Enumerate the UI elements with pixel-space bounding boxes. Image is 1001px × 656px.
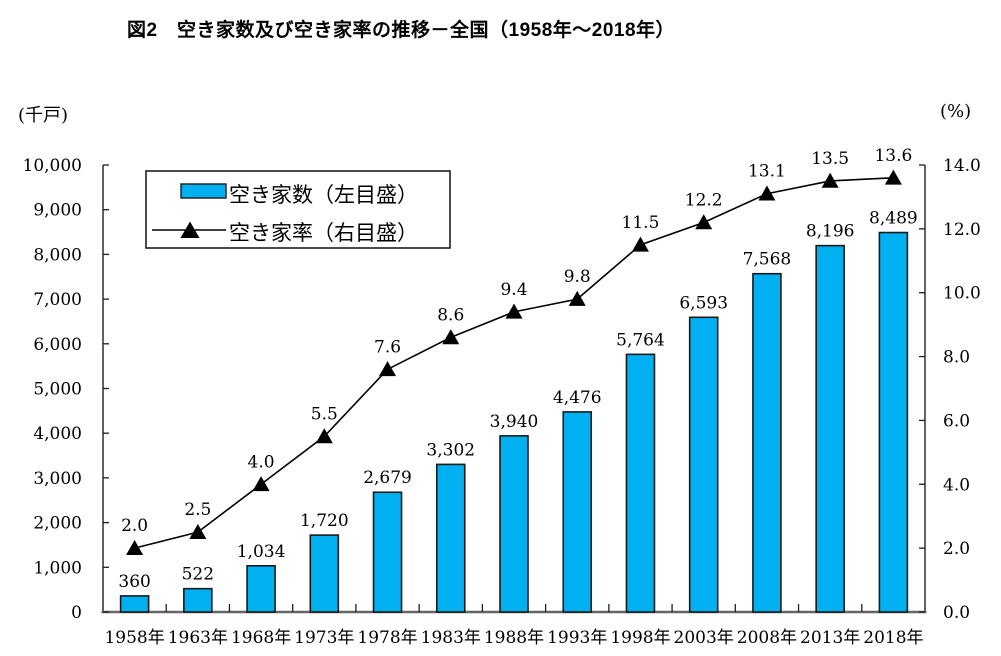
bar-value-label-2018年: 8,489: [869, 209, 918, 229]
bar-1988年: [499, 435, 529, 613]
triangle-marker-1983年: [442, 329, 460, 345]
bar-2008年: [752, 272, 782, 613]
bar-2013年: [815, 244, 845, 613]
triangle-marker-2018年: [884, 169, 902, 185]
bar-value-label-1968年: 1,034: [237, 542, 286, 562]
left-axis-tick-label: 7,000: [33, 290, 82, 310]
right-axis-tick-label: 2.0: [943, 539, 970, 559]
rate-value-label-2003年: 12.2: [685, 190, 723, 210]
right-axis-tick-label: 0.0: [943, 603, 970, 623]
bar-value-label-1978年: 2,679: [363, 468, 412, 488]
right-axis-tick-label: 12.0: [943, 220, 981, 240]
bar-1968年: [246, 564, 276, 613]
category-label-1973年: 1973年: [294, 628, 354, 648]
bar-value-label-1983年: 3,302: [426, 440, 475, 460]
triangle-marker-2013年: [821, 172, 839, 188]
bar-1983年: [435, 463, 466, 613]
rate-value-label-2013年: 13.5: [811, 149, 849, 169]
legend-bar-swatch: [180, 183, 227, 199]
left-axis-ticks: 0 1,000 2,000 3,000 4,000 5,000 6,000 7,000 8,00…: [23, 156, 109, 623]
right-axis-tick-label: 10.0: [943, 284, 981, 304]
triangle-marker-2003年: [695, 214, 713, 230]
category-label-1963年: 1963年: [168, 628, 228, 648]
category-label-2018年: 2018年: [863, 628, 923, 648]
bar-1973年: [309, 534, 340, 613]
bar-value-label-1988年: 3,940: [490, 412, 539, 432]
rate-value-label-1968年: 4.0: [248, 452, 275, 472]
legend-triangle-marker-icon: [180, 221, 200, 238]
bar-1958年: [119, 595, 150, 613]
left-axis-tick-label: 6,000: [33, 335, 82, 355]
right-axis-tick-label: 6.0: [943, 411, 970, 431]
category-label-1983年: 1983年: [421, 628, 481, 648]
triangle-marker-1963年: [189, 523, 207, 539]
bar-1978年: [372, 491, 403, 613]
right-axis-tick-label: 8.0: [943, 348, 970, 368]
left-axis-tick-label: 2,000: [33, 514, 82, 534]
category-label-1998年: 1998年: [610, 628, 670, 648]
legend: 空き家数（左目盛） 空き家率（右目盛）: [145, 170, 451, 249]
x-axis-ticks-and-categories: 1958年 1963年 1968年 1973年 1978年 1983年 1988年 1993年…: [104, 604, 924, 648]
left-axis-tick-label: 0: [71, 603, 82, 623]
triangle-marker-1973年: [315, 428, 333, 444]
vacant-count-bars: 360 522 1,034 1,720 2,679 3,302 3,940 4,476 5,76…: [118, 209, 918, 613]
left-axis-tick-label: 3,000: [33, 469, 82, 489]
bar-value-label-2008年: 7,568: [743, 250, 792, 270]
right-axis-unit-label: (%): [940, 101, 972, 122]
rate-value-label-1983年: 8.6: [437, 305, 464, 325]
rate-value-label-1963年: 2.5: [184, 500, 211, 520]
left-axis-tick-label: 1,000: [33, 558, 82, 578]
rate-value-label-1973年: 5.5: [311, 404, 338, 424]
right-axis-tick-label: 14.0: [943, 156, 981, 176]
left-axis-tick-label: 10,000: [23, 156, 82, 176]
category-label-1978年: 1978年: [357, 628, 417, 648]
bar-1998年: [625, 353, 656, 613]
right-axis-tick-label: 4.0: [943, 475, 970, 495]
left-axis-tick-label: 5,000: [33, 380, 82, 400]
bar-value-label-2013年: 8,196: [806, 222, 855, 242]
triangle-marker-2008年: [758, 185, 776, 201]
rate-value-label-2018年: 13.6: [874, 146, 912, 166]
bar-1993年: [562, 411, 593, 613]
rate-value-label-1978年: 7.6: [374, 337, 401, 357]
rate-value-label-1958年: 2.0: [121, 516, 148, 536]
rate-value-label-2008年: 13.1: [748, 162, 786, 182]
triangle-marker-1968年: [252, 476, 270, 492]
category-label-1958年: 1958年: [104, 628, 164, 648]
rate-value-label-1993年: 9.8: [564, 267, 591, 287]
bar-2018年: [878, 231, 909, 613]
left-axis-tick-label: 4,000: [33, 424, 82, 444]
triangle-marker-1988年: [505, 303, 523, 319]
rate-value-label-1988年: 9.4: [500, 280, 527, 300]
bar-value-label-2003年: 6,593: [679, 293, 728, 313]
category-label-2013年: 2013年: [800, 628, 860, 648]
bar-value-label-1958年: 360: [118, 572, 150, 592]
left-axis-unit-label: (千戸): [18, 105, 69, 126]
bar-value-label-1963年: 522: [182, 565, 214, 585]
triangle-marker-1958年: [126, 539, 144, 555]
left-axis-tick-label: 8,000: [33, 245, 82, 265]
bar-2003年: [688, 316, 719, 613]
legend-label-vacancy-rate: 空き家率（右目盛）: [229, 221, 418, 245]
category-label-1988年: 1988年: [484, 628, 544, 648]
triangle-marker-1998年: [631, 236, 649, 252]
vacancy-rate-line: 2.0 2.5 4.0 5.5 7.6 8.6 9.4 9.8 11.5 12.2 13.1 13.5…: [121, 146, 912, 555]
category-label-1993年: 1993年: [547, 628, 607, 648]
bar-1963年: [183, 587, 213, 613]
bar-value-label-1993年: 4,476: [553, 388, 602, 408]
category-label-2003年: 2003年: [674, 628, 734, 648]
category-label-1968年: 1968年: [231, 628, 291, 648]
chart-title: 図2 空き家数及び空き家率の推移－全国（1958年～2018年）: [126, 20, 676, 41]
left-axis-tick-label: 9,000: [33, 201, 82, 221]
category-label-2008年: 2008年: [737, 628, 797, 648]
triangle-marker-1978年: [379, 361, 397, 377]
bar-value-label-1998年: 5,764: [616, 330, 665, 350]
rate-value-label-1998年: 11.5: [622, 213, 660, 233]
triangle-marker-1993年: [568, 290, 586, 306]
legend-label-vacant-count: 空き家数（左目盛）: [229, 183, 418, 207]
bar-value-label-1973年: 1,720: [300, 511, 349, 531]
right-axis-ticks: 0.0 2.0 4.0 6.0 8.0 10.0 12.0 14.0: [919, 156, 981, 623]
